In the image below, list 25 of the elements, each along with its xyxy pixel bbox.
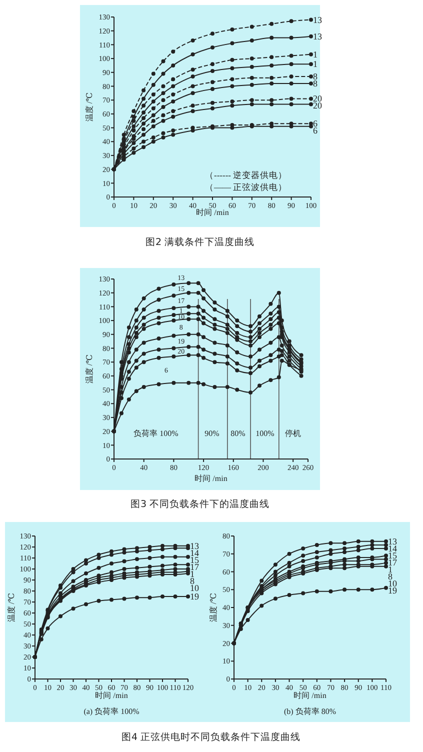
text: 图2 满载条件下温度曲线 xyxy=(145,236,255,248)
y-axis-title: 温度 /℃ xyxy=(7,592,16,622)
annotation: （—— 正弦波供电） xyxy=(205,182,288,192)
series-label: 13 xyxy=(313,14,322,25)
annotation: 负荷率 100% xyxy=(134,429,179,438)
y-axis-title: 温度 /℃ xyxy=(85,92,94,122)
annotation: 90% xyxy=(204,429,220,438)
series-label: 1 xyxy=(313,49,318,60)
text: 图3 不同负载条件下的温度曲线 xyxy=(130,498,270,510)
annotation: 100% xyxy=(256,429,275,438)
y-axis-title: 温度 /℃ xyxy=(85,354,94,384)
x-axis-title: 时间 /min xyxy=(95,691,128,700)
x-axis-title: 时间 /min xyxy=(294,691,326,700)
y-axis-title: 温度 /℃ xyxy=(209,592,218,622)
series-label: 19 xyxy=(190,592,200,602)
annotation: （------ 逆变器供电） xyxy=(205,170,288,180)
annotation: 80% xyxy=(230,429,246,438)
series-label: 1 xyxy=(313,59,318,70)
text: 图4 正弦供电时不同负载条件下温度曲线 xyxy=(121,731,301,743)
x-axis-title: 时间 /min xyxy=(196,208,229,217)
text: (b) 负荷率 80% xyxy=(284,707,336,716)
annotation: 停机 xyxy=(285,429,301,438)
text: (a) 负荷率 100% xyxy=(84,707,140,716)
series-label: 13 xyxy=(313,31,322,42)
x-axis-title: 时间 /min xyxy=(194,474,228,483)
